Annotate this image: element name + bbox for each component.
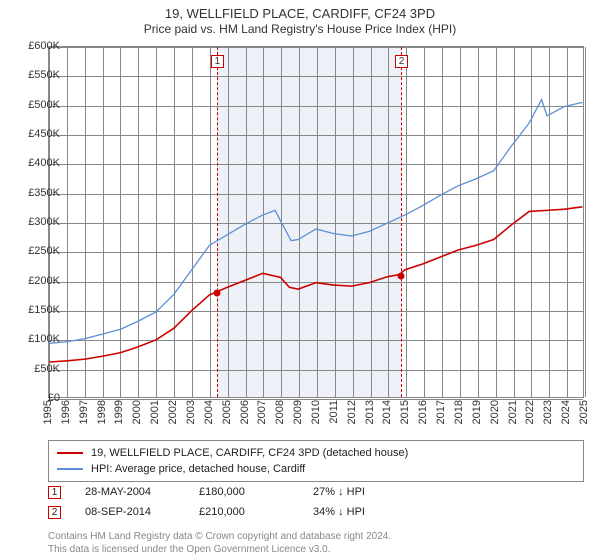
x-axis-label: 2005 — [221, 400, 233, 424]
x-axis-label: 1997 — [78, 400, 90, 424]
x-axis-label: 2012 — [346, 400, 358, 424]
x-axis-label: 2007 — [256, 400, 268, 424]
x-axis-label: 2018 — [453, 400, 465, 424]
series-price_paid — [50, 207, 583, 362]
chart-title: 19, WELLFIELD PLACE, CARDIFF, CF24 3PD — [0, 0, 600, 21]
legend-box: 19, WELLFIELD PLACE, CARDIFF, CF24 3PD (… — [48, 440, 584, 482]
y-axis-label: £100K — [28, 333, 60, 345]
x-axis-label: 1995 — [42, 400, 54, 424]
sale-dot — [397, 272, 404, 279]
sale-marker-flag: 1 — [211, 55, 224, 68]
x-axis-label: 2022 — [524, 400, 536, 424]
x-axis-label: 1998 — [96, 400, 108, 424]
x-axis-label: 2025 — [578, 400, 590, 424]
y-axis-label: £600K — [28, 40, 60, 52]
x-axis-label: 2000 — [131, 400, 143, 424]
x-axis-label: 1996 — [60, 400, 72, 424]
x-axis-label: 2004 — [203, 400, 215, 424]
x-axis-label: 2003 — [185, 400, 197, 424]
y-axis-label: £550K — [28, 69, 60, 81]
footer-attribution: Contains HM Land Registry data © Crown c… — [48, 530, 584, 556]
x-axis-label: 2017 — [435, 400, 447, 424]
x-axis-label: 2020 — [489, 400, 501, 424]
legend-swatch — [57, 468, 83, 470]
x-axis-label: 2024 — [560, 400, 572, 424]
y-axis-label: £400K — [28, 157, 60, 169]
x-axis-label: 2006 — [239, 400, 251, 424]
footer-line: This data is licensed under the Open Gov… — [48, 543, 584, 556]
legend-label: HPI: Average price, detached house, Card… — [91, 461, 305, 477]
sale-delta: 27% ↓ HPI — [313, 486, 403, 498]
chart-container: 19, WELLFIELD PLACE, CARDIFF, CF24 3PD P… — [0, 0, 600, 560]
y-axis-label: £50K — [34, 363, 60, 375]
sales-table: 1 28-MAY-2004 £180,000 27% ↓ HPI 2 08-SE… — [48, 482, 584, 522]
sale-dot — [213, 290, 220, 297]
x-axis-label: 2010 — [310, 400, 322, 424]
chart-subtitle: Price paid vs. HM Land Registry's House … — [0, 21, 600, 40]
x-axis-label: 2014 — [381, 400, 393, 424]
footer-line: Contains HM Land Registry data © Crown c… — [48, 530, 584, 543]
chart-plot-area: 12 — [48, 46, 584, 398]
sale-price: £210,000 — [199, 506, 289, 518]
x-axis-label: 2023 — [542, 400, 554, 424]
x-axis-label: 2019 — [471, 400, 483, 424]
sale-row: 2 08-SEP-2014 £210,000 34% ↓ HPI — [48, 502, 584, 522]
sale-date: 28-MAY-2004 — [85, 486, 175, 498]
x-axis-label: 2013 — [364, 400, 376, 424]
y-axis-label: £350K — [28, 187, 60, 199]
y-axis-label: £450K — [28, 128, 60, 140]
y-axis-label: £300K — [28, 216, 60, 228]
legend-row: 19, WELLFIELD PLACE, CARDIFF, CF24 3PD (… — [57, 445, 575, 461]
x-axis-label: 2015 — [399, 400, 411, 424]
sale-marker-flag: 2 — [395, 55, 408, 68]
y-axis-label: £150K — [28, 304, 60, 316]
legend-row: HPI: Average price, detached house, Card… — [57, 461, 575, 477]
sale-price: £180,000 — [199, 486, 289, 498]
sale-delta: 34% ↓ HPI — [313, 506, 403, 518]
sale-marker-icon: 2 — [48, 506, 61, 519]
x-axis-label: 2011 — [328, 400, 340, 424]
x-axis-label: 2016 — [417, 400, 429, 424]
legend-swatch — [57, 452, 83, 454]
series-hpi — [50, 100, 583, 344]
x-axis-label: 2002 — [167, 400, 179, 424]
chart-lines — [49, 47, 583, 397]
y-axis-label: £250K — [28, 245, 60, 257]
legend-label: 19, WELLFIELD PLACE, CARDIFF, CF24 3PD (… — [91, 445, 408, 461]
y-axis-label: £200K — [28, 275, 60, 287]
sale-date: 08-SEP-2014 — [85, 506, 175, 518]
x-axis-label: 1999 — [113, 400, 125, 424]
x-axis-label: 2008 — [274, 400, 286, 424]
sale-row: 1 28-MAY-2004 £180,000 27% ↓ HPI — [48, 482, 584, 502]
x-axis-label: 2009 — [292, 400, 304, 424]
x-axis-label: 2001 — [149, 400, 161, 424]
y-axis-label: £500K — [28, 99, 60, 111]
x-axis-label: 2021 — [507, 400, 519, 424]
sale-marker-icon: 1 — [48, 486, 61, 499]
